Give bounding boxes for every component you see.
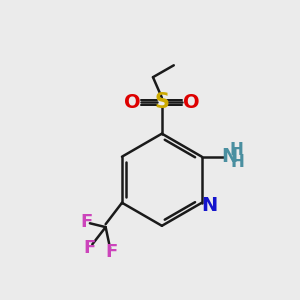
Text: F: F xyxy=(83,239,95,257)
Text: F: F xyxy=(106,243,118,261)
Text: O: O xyxy=(183,93,199,112)
Text: H: H xyxy=(230,141,244,159)
Text: H: H xyxy=(231,153,245,171)
Text: O: O xyxy=(124,93,141,112)
Text: N: N xyxy=(221,147,238,166)
Text: F: F xyxy=(80,213,92,231)
Text: N: N xyxy=(202,196,218,214)
Text: S: S xyxy=(154,92,169,112)
